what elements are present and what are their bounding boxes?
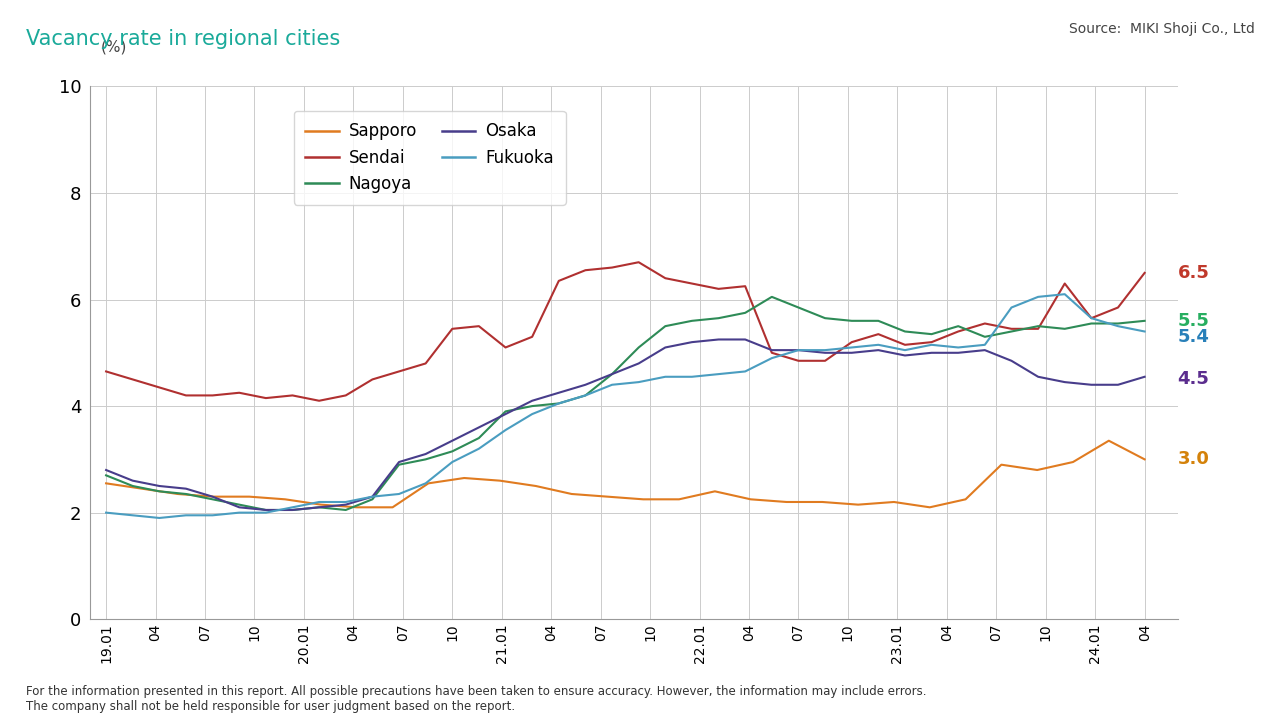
Text: (%): (%)	[101, 40, 128, 55]
Text: Source:  MIKI Shoji Co., Ltd: Source: MIKI Shoji Co., Ltd	[1069, 22, 1254, 35]
Text: 5.4: 5.4	[1178, 328, 1210, 346]
Legend: Sapporo, Sendai, Nagoya, Osaka, Fukuoka: Sapporo, Sendai, Nagoya, Osaka, Fukuoka	[294, 111, 566, 204]
Text: For the information presented in this report. All possible precautions have been: For the information presented in this re…	[26, 685, 927, 713]
Text: Vacancy rate in regional cities: Vacancy rate in regional cities	[26, 29, 340, 49]
Text: 4.5: 4.5	[1178, 370, 1210, 389]
Text: 3.0: 3.0	[1178, 451, 1210, 469]
Text: 6.5: 6.5	[1178, 264, 1210, 282]
Text: 5.5: 5.5	[1178, 312, 1210, 330]
